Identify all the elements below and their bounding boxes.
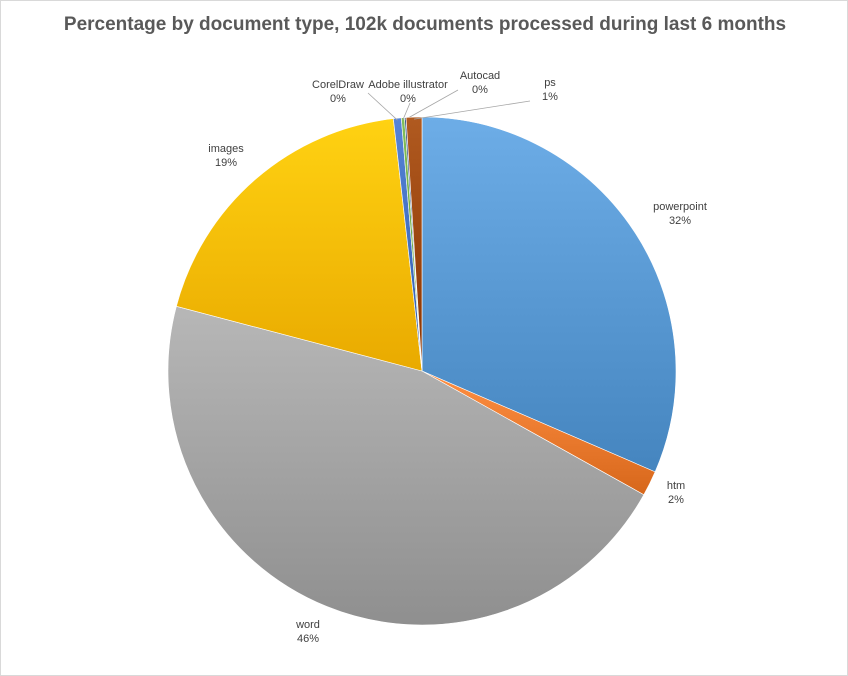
data-label-value: 0% — [330, 93, 346, 105]
leader-line-ps — [414, 100, 531, 120]
data-label-name: Autocad — [460, 70, 500, 82]
data-label-name: images — [208, 143, 244, 155]
data-label-value: 46% — [297, 633, 319, 645]
data-label-value: 0% — [400, 93, 416, 105]
data-label-value: 19% — [215, 157, 237, 169]
data-label-name: ps — [544, 77, 556, 89]
data-label-name: CorelDraw — [312, 79, 364, 91]
data-label-name: powerpoint — [653, 201, 707, 213]
leader-line-coreldraw — [367, 92, 398, 121]
pie-slice-images — [176, 118, 423, 372]
data-label-value: 1% — [542, 91, 558, 103]
data-label-name: Adobe illustrator — [368, 79, 448, 91]
chart-title: Percentage by document type, 102k docume… — [63, 14, 787, 35]
pie-slice-word — [167, 305, 645, 626]
data-label-name: htm — [667, 480, 685, 492]
data-label-name: word — [295, 619, 320, 631]
leader-line-autocad — [405, 89, 459, 120]
leader-line-adobe-illustrator — [402, 102, 411, 120]
data-label-value: 32% — [669, 215, 691, 227]
pie-slice-powerpoint — [421, 116, 677, 473]
data-label-value: 2% — [668, 494, 684, 506]
pie-slice-ps — [405, 116, 423, 372]
data-label-value: 0% — [472, 84, 488, 96]
